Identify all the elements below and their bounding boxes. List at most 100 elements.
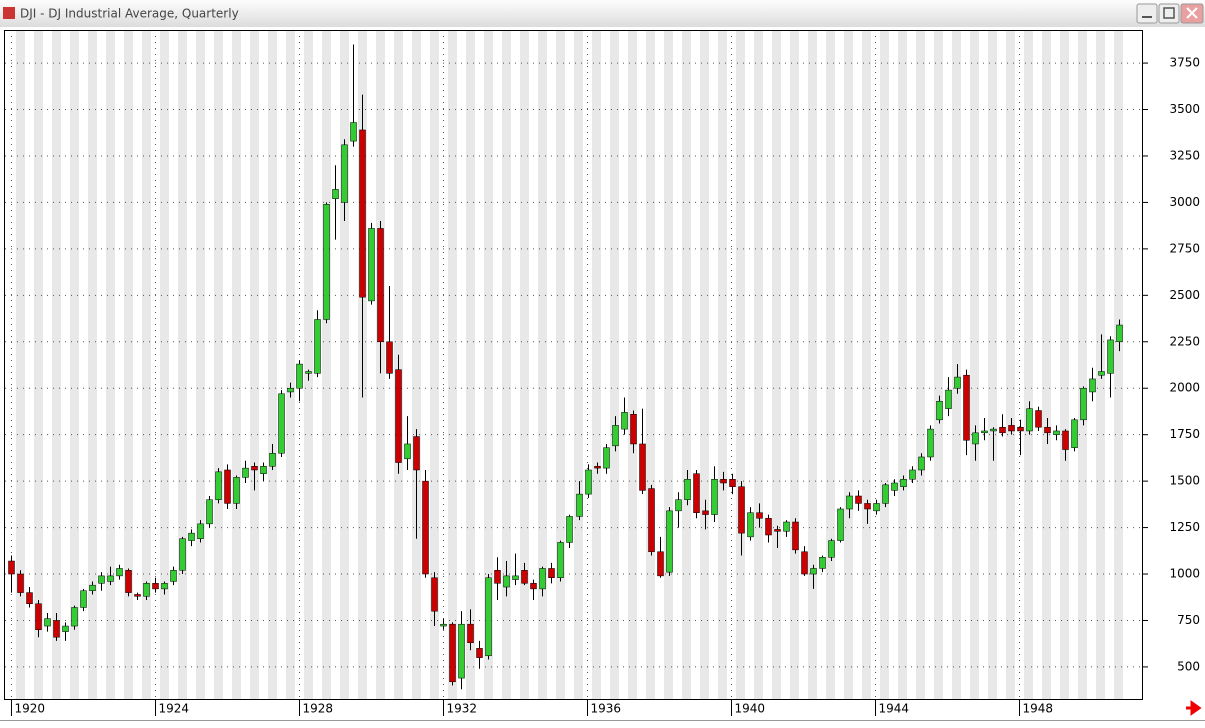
candle-body bbox=[981, 430, 988, 434]
candle-body bbox=[494, 570, 501, 584]
candle-body bbox=[1080, 387, 1087, 421]
x-tick-label: 1940 bbox=[735, 702, 766, 716]
candle-body bbox=[305, 371, 312, 374]
candle-body bbox=[80, 590, 87, 608]
y-tick-label: 3750 bbox=[1169, 56, 1200, 70]
candle-body bbox=[170, 570, 177, 582]
candle-body bbox=[152, 583, 159, 590]
x-tick-label: 1932 bbox=[446, 702, 477, 716]
candle-body bbox=[837, 508, 844, 541]
candle-body bbox=[855, 495, 862, 504]
stripe bbox=[646, 30, 656, 700]
candle-body bbox=[765, 518, 772, 536]
candle-body bbox=[323, 204, 330, 320]
stripe bbox=[970, 30, 980, 700]
candle-body bbox=[17, 573, 24, 593]
stripe bbox=[195, 30, 205, 700]
candle-body bbox=[161, 583, 168, 590]
candle-body bbox=[458, 623, 465, 679]
candle-body bbox=[810, 568, 817, 575]
stripe bbox=[303, 30, 313, 700]
candle-body bbox=[521, 570, 528, 584]
stripe bbox=[880, 30, 890, 700]
app-icon bbox=[3, 7, 15, 19]
stripe bbox=[159, 30, 169, 700]
candle-body bbox=[296, 363, 303, 389]
candle-body bbox=[566, 516, 573, 543]
candle-body bbox=[801, 551, 808, 575]
candle-body bbox=[332, 189, 339, 199]
title-bar bbox=[0, 0, 1205, 27]
candle-body bbox=[143, 583, 150, 597]
candle-body bbox=[1026, 408, 1033, 432]
candle-body bbox=[1098, 371, 1105, 376]
candle-body bbox=[548, 568, 555, 578]
stripe bbox=[1042, 30, 1052, 700]
candle-body bbox=[278, 393, 285, 454]
stripe bbox=[1096, 30, 1106, 700]
candle-body bbox=[1053, 430, 1060, 435]
candle-body bbox=[107, 575, 114, 582]
stripe bbox=[87, 30, 97, 700]
candle-body bbox=[53, 620, 60, 638]
candle-body bbox=[98, 575, 105, 584]
candle-body bbox=[359, 129, 366, 298]
candle-body bbox=[395, 369, 402, 463]
candle-body bbox=[963, 374, 970, 441]
candle-body bbox=[603, 447, 610, 469]
stripe bbox=[952, 30, 962, 700]
maximize-button[interactable] bbox=[1158, 3, 1180, 24]
y-tick-label: 1750 bbox=[1169, 427, 1200, 441]
y-tick-label: 750 bbox=[1177, 613, 1200, 627]
stripe bbox=[501, 30, 511, 700]
candle-body bbox=[945, 389, 952, 409]
candle-body bbox=[1035, 410, 1042, 428]
candle-body bbox=[377, 228, 384, 343]
stripe bbox=[1024, 30, 1034, 700]
candle-body bbox=[1044, 426, 1051, 434]
y-tick-label: 1000 bbox=[1169, 567, 1200, 581]
candle-body bbox=[422, 480, 429, 575]
stripe bbox=[177, 30, 187, 700]
candle-body bbox=[936, 400, 943, 421]
minimize-button[interactable] bbox=[1136, 3, 1158, 24]
stripe bbox=[465, 30, 475, 700]
candle-body bbox=[125, 570, 132, 593]
candle-body bbox=[900, 479, 907, 487]
candle-body bbox=[891, 482, 898, 491]
candle-body bbox=[1089, 378, 1096, 393]
candle-body bbox=[413, 436, 420, 471]
stripe bbox=[33, 30, 43, 700]
candle-body bbox=[819, 557, 826, 569]
candle-body bbox=[386, 341, 393, 374]
stripe bbox=[628, 30, 638, 700]
candle-body bbox=[188, 532, 195, 541]
candle-body bbox=[251, 466, 258, 471]
candle-body bbox=[702, 510, 709, 515]
candle-body bbox=[684, 479, 691, 500]
candle-body bbox=[657, 551, 664, 577]
stripe bbox=[267, 30, 277, 700]
stripe bbox=[610, 30, 620, 700]
candle-body bbox=[350, 122, 357, 142]
candle-body bbox=[666, 510, 673, 573]
candle-body bbox=[206, 499, 213, 525]
stripe bbox=[555, 30, 565, 700]
y-tick-label: 2500 bbox=[1169, 288, 1200, 302]
y-tick-label: 500 bbox=[1177, 659, 1200, 673]
candle-body bbox=[62, 625, 69, 632]
stripe bbox=[826, 30, 836, 700]
stripe bbox=[447, 30, 457, 700]
candle-body bbox=[792, 521, 799, 551]
candle-body bbox=[621, 412, 628, 430]
candle-body bbox=[648, 488, 655, 552]
candle-body bbox=[918, 456, 925, 471]
stripe bbox=[718, 30, 728, 700]
stripe bbox=[339, 30, 349, 700]
candle-body bbox=[341, 144, 348, 203]
scroll-arrow[interactable] bbox=[1186, 700, 1202, 716]
candle-body bbox=[873, 503, 880, 512]
window-buttons[interactable] bbox=[1136, 3, 1204, 24]
stripe bbox=[574, 30, 584, 700]
